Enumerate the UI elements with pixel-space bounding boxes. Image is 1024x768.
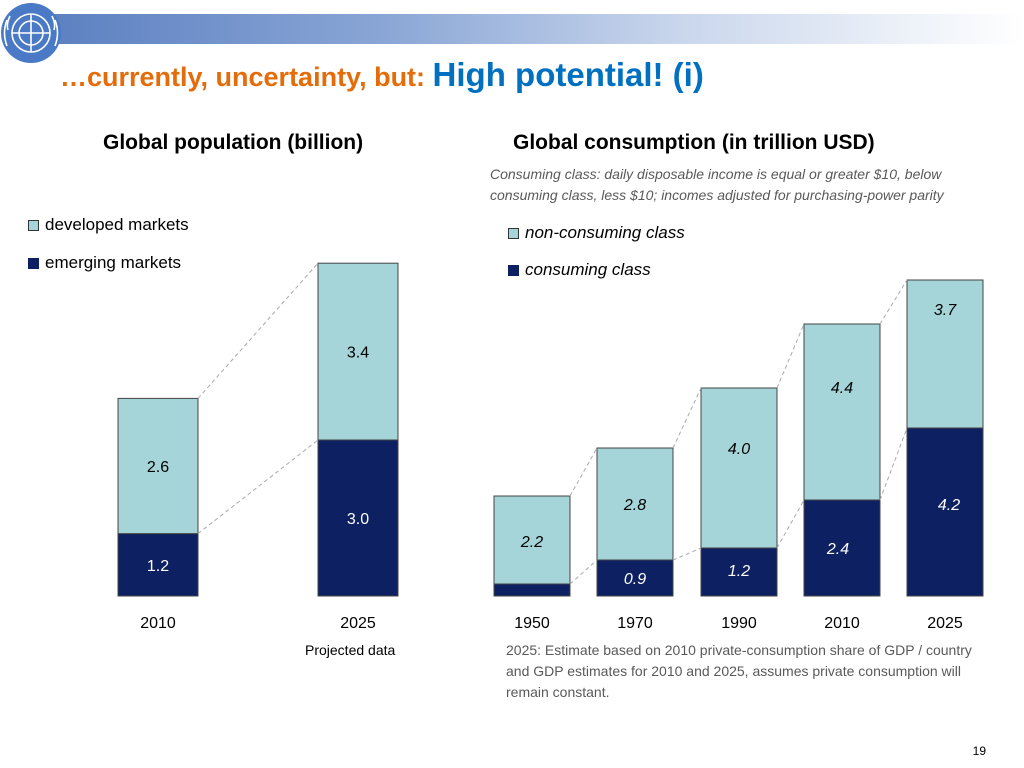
label-non-consuming-1990: 4.0 [728,441,750,458]
title-part-blue: High potential! (i) [432,56,704,93]
legend-developed: developed markets [28,215,189,235]
estimate-footnote: 2025: Estimate based on 2010 private-con… [506,642,972,700]
connector-mid-2 [776,499,805,549]
bar-non-consuming-1990 [700,387,778,549]
label-consuming-1970: 0.9 [624,571,646,588]
legend-swatch-light [28,219,39,231]
label-non-consuming-2010: 4.4 [831,380,853,397]
bar-non-consuming-1970 [596,447,674,561]
bar-consuming-1970 [596,559,674,597]
label-non-consuming-2025: 3.7 [934,302,957,319]
connector-top-3 [879,279,908,325]
legend-consuming-label: consuming class [525,260,651,279]
un-emblem-icon [1,3,61,63]
projected-data-note: Projected data [305,642,396,658]
connector-mid-3 [879,427,908,501]
label-consuming-2025: 4.2 [938,497,960,514]
page-number: 19 [972,744,986,758]
connector-top-2 [776,323,805,389]
legend-swatch-dark [28,257,39,269]
label-developed-2010: 2.6 [147,459,169,476]
bar-emerging-2010 [117,533,199,597]
bar-non-consuming-2025 [906,279,984,429]
bar-consuming-2010 [803,499,881,597]
connector-top-1 [672,387,702,449]
label-developed-2025: 3.4 [347,345,369,362]
tick-2010: 2010 [140,615,176,632]
legend-consuming: consuming class [508,260,651,280]
bar-consuming-2025 [906,427,984,597]
label-consuming-2010: 2.4 [826,541,849,558]
tick-2010: 2010 [824,615,860,632]
consumption-chart-title: Global consumption (in trillion USD) [513,131,875,154]
population-chart-title: Global population (billion) [103,131,364,154]
label-emerging-2010: 1.2 [147,558,169,575]
bar-consuming-1990 [700,547,778,597]
tick-1950: 1950 [514,615,550,632]
bar-consuming-1950 [493,583,571,597]
connector-top-0 [569,447,598,497]
title-part-orange: …currently, uncertainty, but: [60,62,433,92]
bar-non-consuming-1950 [493,495,571,585]
consuming-class-note: Consuming class: daily disposable income… [490,166,944,203]
legend-emerging: emerging markets [28,253,181,273]
bar-developed-2010 [117,397,199,535]
header-gradient-bar [40,14,1024,44]
tick-1970: 1970 [617,615,653,632]
label-non-consuming-1970: 2.8 [623,497,646,514]
bar-non-consuming-2010 [803,323,881,501]
connector-mid-1 [672,547,702,561]
connector-top [197,262,319,399]
legend-non-consuming-label: non-consuming class [525,223,685,242]
bar-developed-2025 [317,262,399,441]
connector-mid [197,439,319,534]
bar-emerging-2025 [317,439,399,597]
connector-mid-0 [569,559,598,585]
legend-non-consuming: non-consuming class [508,223,685,243]
tick-1990: 1990 [721,615,757,632]
tick-2025: 2025 [927,615,963,632]
tick-2025: 2025 [340,615,376,632]
label-consuming-1990: 1.2 [728,563,750,580]
page-title: …currently, uncertainty, but: High poten… [60,56,704,94]
label-non-consuming-1950: 2.2 [520,534,543,551]
legend-developed-label: developed markets [45,215,189,234]
legend-swatch-dark [508,264,519,276]
legend-swatch-light [508,227,519,239]
legend-emerging-label: emerging markets [45,253,182,272]
label-emerging-2025: 3.0 [347,511,369,528]
